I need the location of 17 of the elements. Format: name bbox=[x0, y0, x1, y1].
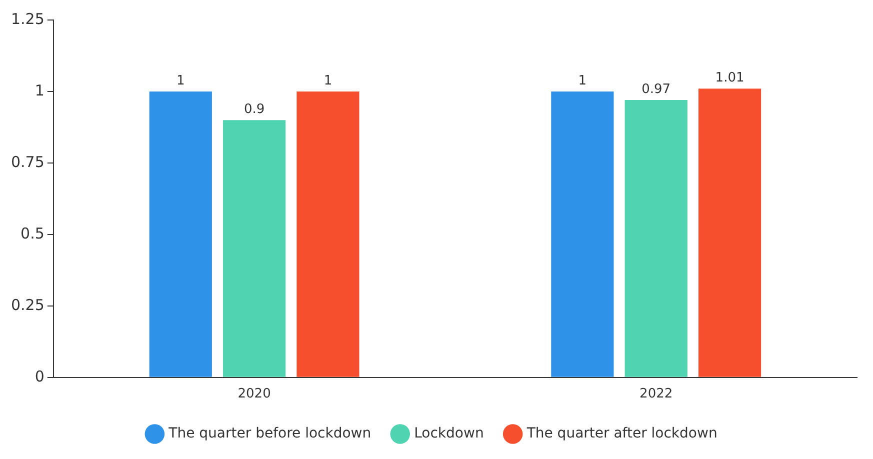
y-tick-label: 0.75 bbox=[10, 152, 44, 171]
data-label: 0.9 bbox=[244, 102, 265, 117]
data-label: 1.01 bbox=[715, 70, 744, 86]
x-tick-label: 2022 bbox=[640, 386, 673, 402]
data-label: 1 bbox=[176, 73, 185, 88]
y-tick-label: 1.25 bbox=[10, 10, 44, 28]
legend-label: The quarter before lockdown bbox=[168, 426, 372, 442]
y-tick-label: 0.5 bbox=[20, 224, 44, 242]
data-label: 0.97 bbox=[642, 82, 671, 97]
data-label: 1 bbox=[324, 73, 332, 88]
legend-label: Lockdown bbox=[414, 426, 484, 442]
x-tick-label: 2020 bbox=[238, 386, 271, 402]
legend-label: The quarter after lockdown bbox=[526, 426, 718, 442]
y-tick-label: 1 bbox=[34, 81, 44, 100]
y-tick-label: 0.25 bbox=[10, 296, 44, 314]
data-label: 1 bbox=[578, 73, 587, 88]
y-tick-label: 0 bbox=[34, 367, 44, 386]
